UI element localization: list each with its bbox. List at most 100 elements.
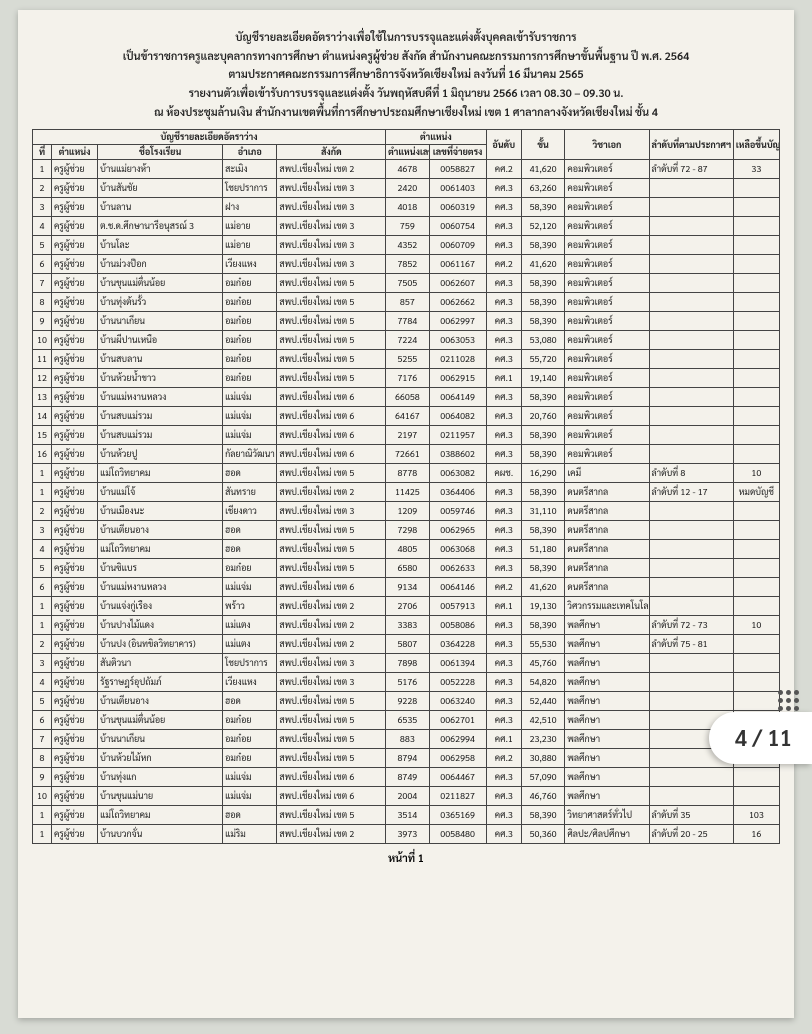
table-cell: บ้านแม่ยางห้า (98, 160, 223, 179)
table-cell: ครูผู้ช่วย (52, 369, 98, 388)
table-cell: 0057913 (429, 597, 486, 616)
table-cell: สพป.เชียงใหม่ เขต 2 (277, 825, 386, 844)
table-cell: สพป.เชียงใหม่ เขต 5 (277, 806, 386, 825)
table-cell: คศ.3 (486, 407, 521, 426)
table-cell: 0364228 (429, 635, 486, 654)
table-cell: 7 (33, 274, 52, 293)
table-cell: 41,620 (521, 160, 564, 179)
table-cell: คศ.3 (486, 217, 521, 236)
table-cell: 7 (33, 730, 52, 749)
table-cell: เวียงแหง (223, 673, 277, 692)
table-cell: ครูผู้ช่วย (52, 160, 98, 179)
table-cell: อมก๋อย (223, 293, 277, 312)
table-cell: 1 (33, 825, 52, 844)
table-cell: วิทยาศาสตร์ทั่วไป (565, 806, 649, 825)
table-cell: 857 (386, 293, 429, 312)
table-cell: ฮอด (223, 540, 277, 559)
table-cell: สะเมิง (223, 160, 277, 179)
table-cell: แม่โถวิทยาคม (98, 806, 223, 825)
table-row: 4ครูผู้ช่วยแม่โถวิทยาคมฮอดสพป.เชียงใหม่ … (33, 540, 780, 559)
table-row: 9ครูผู้ช่วยบ้านทุ่งแกแม่แจ่มสพป.เชียงใหม… (33, 768, 780, 787)
table-cell: ครูผู้ช่วย (52, 274, 98, 293)
menu-dots-icon[interactable] (778, 690, 802, 714)
table-cell: 7298 (386, 521, 429, 540)
table-cell: สพป.เชียงใหม่ เขต 5 (277, 730, 386, 749)
table-cell: สพป.เชียงใหม่ เขต 6 (277, 388, 386, 407)
table-row: 9ครูผู้ช่วยบ้านนาเกียนอมก๋อยสพป.เชียงใหม… (33, 312, 780, 331)
table-cell: บ้านม่วงป๊อก (98, 255, 223, 274)
table-cell (649, 654, 733, 673)
table-cell: เคมี (565, 464, 649, 483)
table-cell (733, 521, 779, 540)
table-cell: ครูผู้ช่วย (52, 806, 98, 825)
table-cell: 3973 (386, 825, 429, 844)
table-cell: ครูผู้ช่วย (52, 331, 98, 350)
table-cell: สันติวนา (98, 654, 223, 673)
table-cell: 10 (733, 616, 779, 635)
table-cell: 42,510 (521, 711, 564, 730)
table-cell: คศ.3 (486, 388, 521, 407)
table-cell (733, 673, 779, 692)
table-cell: สพป.เชียงใหม่ เขต 5 (277, 274, 386, 293)
table-cell: พลศึกษา (565, 730, 649, 749)
table-row: 16ครูผู้ช่วยบ้านห้วยปูกัลยาณิวัฒนาสพป.เช… (33, 445, 780, 464)
table-cell: คศ.3 (486, 236, 521, 255)
table-cell: คอมพิวเตอร์ (565, 293, 649, 312)
th-dist: อำเภอ (223, 145, 277, 160)
table-cell (649, 198, 733, 217)
table-cell (733, 502, 779, 521)
table-cell (733, 236, 779, 255)
table-cell: 0388602 (429, 445, 486, 464)
table-row: 4ครูผู้ช่วยต.ช.ด.ศึกษานารีอนุสรณ์ 3แม่อา… (33, 217, 780, 236)
table-cell: 23,230 (521, 730, 564, 749)
table-cell (733, 293, 779, 312)
table-cell: ครูผู้ช่วย (52, 692, 98, 711)
table-cell (649, 350, 733, 369)
table-cell: 0063053 (429, 331, 486, 350)
table-cell: ครูผู้ช่วย (52, 179, 98, 198)
table-cell: 31,110 (521, 502, 564, 521)
table-cell: พลศึกษา (565, 654, 649, 673)
table-cell: ครูผู้ช่วย (52, 483, 98, 502)
table-cell: คอมพิวเตอร์ (565, 198, 649, 217)
th-pnum: ตำแหน่งเลขที่ (386, 145, 429, 160)
table-cell: สพป.เชียงใหม่ เขต 5 (277, 350, 386, 369)
th-sal: ขั้น (521, 130, 564, 160)
table-cell: คศ.3 (486, 293, 521, 312)
table-cell: สพป.เชียงใหม่ เขต 2 (277, 483, 386, 502)
table-cell: คอมพิวเตอร์ (565, 369, 649, 388)
table-cell: บ้านสบลาน (98, 350, 223, 369)
table-cell: 2706 (386, 597, 429, 616)
table-cell: 14 (33, 407, 52, 426)
table-cell (733, 654, 779, 673)
table-cell: สพป.เชียงใหม่ เขต 3 (277, 236, 386, 255)
table-cell: บ้านห้วยปู (98, 445, 223, 464)
table-cell: 54,820 (521, 673, 564, 692)
table-cell: ศิลปะ/ศิลปศึกษา (565, 825, 649, 844)
table-cell: บ้านสันชัย (98, 179, 223, 198)
table-cell: ดนตรีสากล (565, 559, 649, 578)
table-cell: แม่ริม (223, 825, 277, 844)
table-cell: บ้านทุ่งแก (98, 768, 223, 787)
table-cell: บ้านลาน (98, 198, 223, 217)
table-cell: สพป.เชียงใหม่ เขต 6 (277, 445, 386, 464)
table-cell: พลศึกษา (565, 616, 649, 635)
table-cell (733, 179, 779, 198)
table-cell: อมก๋อย (223, 749, 277, 768)
table-cell (733, 559, 779, 578)
table-cell: พลศึกษา (565, 673, 649, 692)
table-cell: ครูผู้ช่วย (52, 236, 98, 255)
table-cell: 3514 (386, 806, 429, 825)
table-cell: สันทราย (223, 483, 277, 502)
table-cell: คศ.3 (486, 198, 521, 217)
table-cell: 66058 (386, 388, 429, 407)
table-row: 10ครูผู้ช่วยบ้านผีปานเหนืออมก๋อยสพป.เชีย… (33, 331, 780, 350)
table-cell: 2 (33, 179, 52, 198)
table-cell: 0063240 (429, 692, 486, 711)
table-cell: 58,390 (521, 806, 564, 825)
table-cell: 19,130 (521, 597, 564, 616)
table-cell: ครูผู้ช่วย (52, 521, 98, 540)
table-cell: แม่โถวิทยาคม (98, 540, 223, 559)
table-row: 3ครูผู้ช่วยบ้านลานฝางสพป.เชียงใหม่ เขต 3… (33, 198, 780, 217)
table-cell: ครูผู้ช่วย (52, 825, 98, 844)
